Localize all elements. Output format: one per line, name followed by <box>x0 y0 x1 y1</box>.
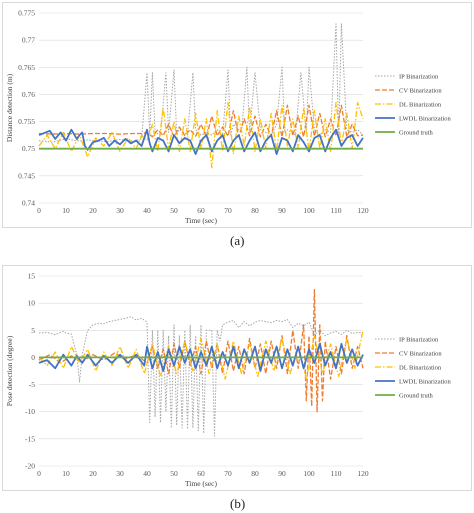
series-line-cv <box>38 104 364 138</box>
y-axis-title: Pose detection (degree) <box>5 335 14 406</box>
y-tick-label: -15 <box>25 434 35 443</box>
x-tick-label: 80 <box>251 206 259 215</box>
y-tick-label: 0.765 <box>18 63 35 72</box>
x-tick-label: 100 <box>303 206 315 215</box>
legend-label: LWDL Binarization <box>399 115 452 122</box>
x-tick-label: 20 <box>89 469 97 478</box>
x-tick-label: 40 <box>143 469 151 478</box>
x-tick-label: 0 <box>37 469 41 478</box>
panel-label-a: (a) <box>230 233 245 248</box>
y-tick-label: -20 <box>25 462 35 471</box>
x-axis-title: Time (sec) <box>185 479 218 488</box>
x-tick-label: 90 <box>278 469 286 478</box>
y-tick-label: -10 <box>25 407 35 416</box>
y-tick-label: 10 <box>28 299 36 308</box>
y-axis-title: Distance detection (m) <box>5 73 14 142</box>
legend-label: IP Binarization <box>399 336 439 343</box>
y-tick-label: 0.76 <box>22 90 35 99</box>
chart-panel-a: 0.74 0.745 0.75 0.755 0.76 0.765 0.77 0.775 0 10 2… <box>2 2 472 228</box>
y-tick-label: -5 <box>29 380 35 389</box>
chart-panel-b: -20 -15 -10 -5 0 5 10 15 0 10 20 30 40 50 60 70 80 90 100 1… <box>2 265 472 491</box>
legend-label: CV Binarization <box>399 350 442 357</box>
x-tick-label: 60 <box>197 206 205 215</box>
y-tick-label: 0.77 <box>22 36 35 45</box>
x-tick-label: 40 <box>143 206 151 215</box>
x-tick-label: 30 <box>116 206 124 215</box>
legend-label: DL Binarization <box>399 101 442 108</box>
legend-label: CV Binarization <box>399 87 442 94</box>
y-tick-label: 0.745 <box>18 171 35 180</box>
legend-label: Ground truth <box>399 129 434 136</box>
series-line-ip <box>38 316 364 437</box>
x-tick-label: 120 <box>357 206 369 215</box>
x-tick-label: 50 <box>170 206 178 215</box>
x-tick-label: 90 <box>278 206 286 215</box>
x-tick-label: 110 <box>331 469 342 478</box>
legend-label: DL Binarization <box>399 364 442 371</box>
x-tick-label: 30 <box>116 469 124 478</box>
y-tick-label: 0.755 <box>18 117 35 126</box>
y-tick-label: 0.74 <box>22 199 35 208</box>
x-axis-title: Time (sec) <box>185 216 218 225</box>
panel-label-b: (b) <box>230 496 246 511</box>
x-tick-label: 100 <box>303 469 315 478</box>
y-tick-label: 0.775 <box>18 9 35 18</box>
x-tick-label: 10 <box>62 206 70 215</box>
x-tick-label: 120 <box>357 469 369 478</box>
legend-label: LWDL Binarization <box>399 378 452 385</box>
distance-chart: 0.74 0.745 0.75 0.755 0.76 0.765 0.77 0.775 0 10 2… <box>5 9 452 226</box>
series-line-ip <box>38 23 364 143</box>
y-tick-label: 5 <box>31 326 35 335</box>
x-tick-label: 0 <box>37 206 41 215</box>
legend-label: Ground truth <box>399 392 434 399</box>
x-tick-label: 70 <box>224 469 232 478</box>
y-tick-label: 0.75 <box>22 144 35 153</box>
x-tick-label: 110 <box>331 206 342 215</box>
x-tick-label: 50 <box>170 469 178 478</box>
y-tick-label: 15 <box>28 272 36 281</box>
x-tick-label: 20 <box>89 206 97 215</box>
x-tick-label: 60 <box>197 469 205 478</box>
x-tick-label: 70 <box>224 206 232 215</box>
x-tick-label: 80 <box>251 469 259 478</box>
series-line-dl <box>38 330 364 380</box>
legend-label: IP Binarization <box>399 73 439 80</box>
y-tick-label: 0 <box>31 353 35 362</box>
x-tick-label: 10 <box>62 469 70 478</box>
series-line-dl <box>38 101 364 169</box>
pose-chart: -20 -15 -10 -5 0 5 10 15 0 10 20 30 40 50 60 70 80 90 100 1… <box>5 272 452 489</box>
